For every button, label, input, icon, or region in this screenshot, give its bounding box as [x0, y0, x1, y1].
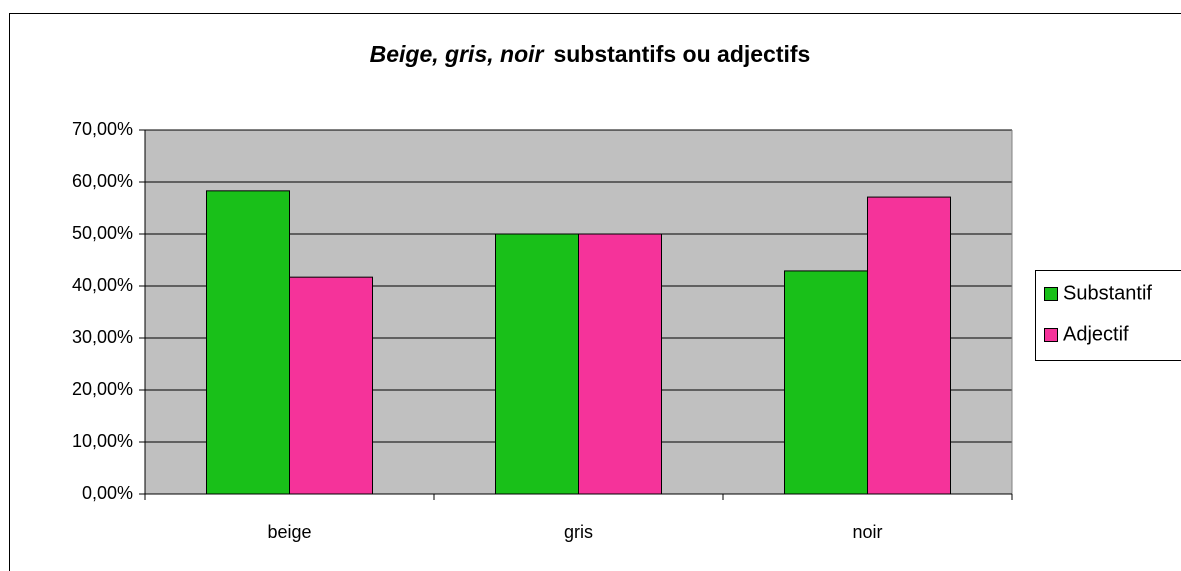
y-tick-label: 60,00%	[72, 171, 133, 191]
legend-swatch	[1044, 287, 1058, 301]
y-tick-label: 20,00%	[72, 379, 133, 399]
bar	[867, 196, 951, 495]
title-rest: substantifs ou adjectifs	[553, 41, 810, 67]
bar	[289, 276, 373, 495]
bar	[206, 190, 290, 495]
legend-label: Substantif	[1063, 282, 1152, 304]
y-tick-label: 70,00%	[72, 119, 133, 139]
bar	[495, 233, 579, 495]
legend-box	[1035, 270, 1181, 361]
y-tick-label: 30,00%	[72, 327, 133, 347]
title-italic: Beige, gris, noir	[370, 41, 545, 67]
y-tick-label: 0,00%	[82, 483, 133, 503]
bar	[578, 233, 662, 495]
x-tick-label: noir	[852, 522, 882, 542]
chart-title: Beige, gris, noir substantifs ou adjectif…	[370, 41, 811, 67]
legend-swatch	[1044, 328, 1058, 342]
y-tick-label: 50,00%	[72, 223, 133, 243]
bar	[784, 270, 868, 495]
x-tick-label: gris	[564, 522, 593, 542]
x-tick-label: beige	[267, 522, 311, 542]
y-tick-label: 40,00%	[72, 275, 133, 295]
legend-label: Adjectif	[1063, 323, 1129, 345]
y-tick-label: 10,00%	[72, 431, 133, 451]
